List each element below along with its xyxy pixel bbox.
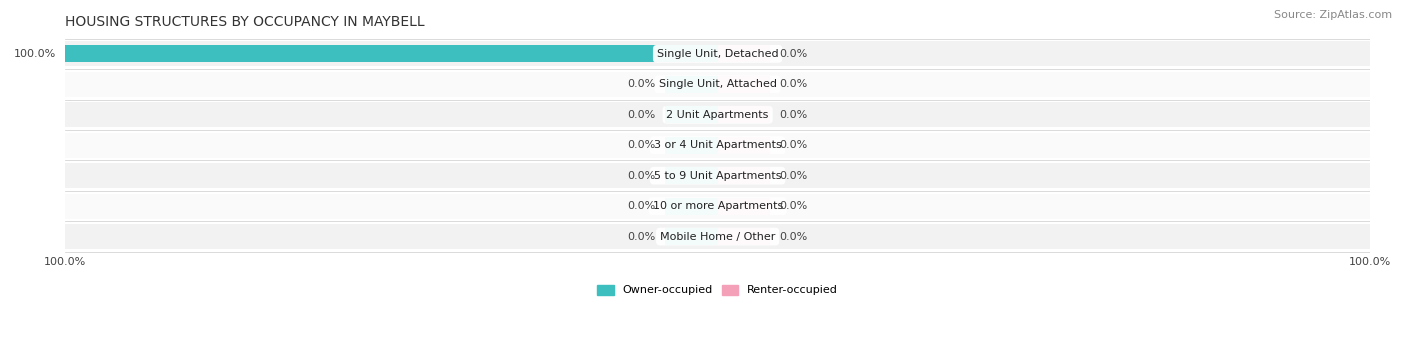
Bar [66, 72, 1369, 97]
Bar [665, 167, 717, 184]
Text: 5 to 9 Unit Apartments: 5 to 9 Unit Apartments [654, 171, 782, 181]
Text: 2 Unit Apartments: 2 Unit Apartments [666, 110, 769, 120]
Bar [717, 167, 770, 184]
Bar [717, 228, 770, 245]
Bar [665, 137, 717, 153]
Text: Single Unit, Detached: Single Unit, Detached [657, 49, 779, 59]
Bar [66, 41, 1369, 66]
Text: 0.0%: 0.0% [779, 171, 808, 181]
Bar [66, 102, 1369, 127]
Bar [66, 194, 1369, 219]
Bar [665, 76, 717, 93]
Text: HOUSING STRUCTURES BY OCCUPANCY IN MAYBELL: HOUSING STRUCTURES BY OCCUPANCY IN MAYBE… [66, 15, 425, 29]
Bar [66, 45, 717, 62]
Text: 100.0%: 100.0% [14, 49, 56, 59]
Bar [665, 228, 717, 245]
Text: Single Unit, Attached: Single Unit, Attached [658, 79, 776, 89]
Bar [717, 106, 770, 123]
Text: 0.0%: 0.0% [627, 232, 655, 241]
Bar [717, 137, 770, 153]
Text: 0.0%: 0.0% [627, 79, 655, 89]
Text: 0.0%: 0.0% [779, 49, 808, 59]
Bar [717, 76, 770, 93]
Bar [66, 133, 1369, 158]
Text: 0.0%: 0.0% [779, 201, 808, 211]
Text: 0.0%: 0.0% [779, 232, 808, 241]
Text: 0.0%: 0.0% [779, 140, 808, 150]
Text: 0.0%: 0.0% [627, 110, 655, 120]
Text: 0.0%: 0.0% [779, 110, 808, 120]
Legend: Owner-occupied, Renter-occupied: Owner-occupied, Renter-occupied [598, 285, 838, 295]
Bar [66, 163, 1369, 188]
Text: 0.0%: 0.0% [627, 201, 655, 211]
Bar [66, 224, 1369, 249]
Text: Source: ZipAtlas.com: Source: ZipAtlas.com [1274, 10, 1392, 20]
Text: 0.0%: 0.0% [627, 140, 655, 150]
Bar [717, 198, 770, 214]
Bar [717, 45, 770, 62]
Bar [665, 198, 717, 214]
Text: 10 or more Apartments: 10 or more Apartments [652, 201, 783, 211]
Text: 0.0%: 0.0% [627, 171, 655, 181]
Bar [665, 106, 717, 123]
Text: Mobile Home / Other: Mobile Home / Other [659, 232, 775, 241]
Text: 3 or 4 Unit Apartments: 3 or 4 Unit Apartments [654, 140, 782, 150]
Text: 0.0%: 0.0% [779, 79, 808, 89]
